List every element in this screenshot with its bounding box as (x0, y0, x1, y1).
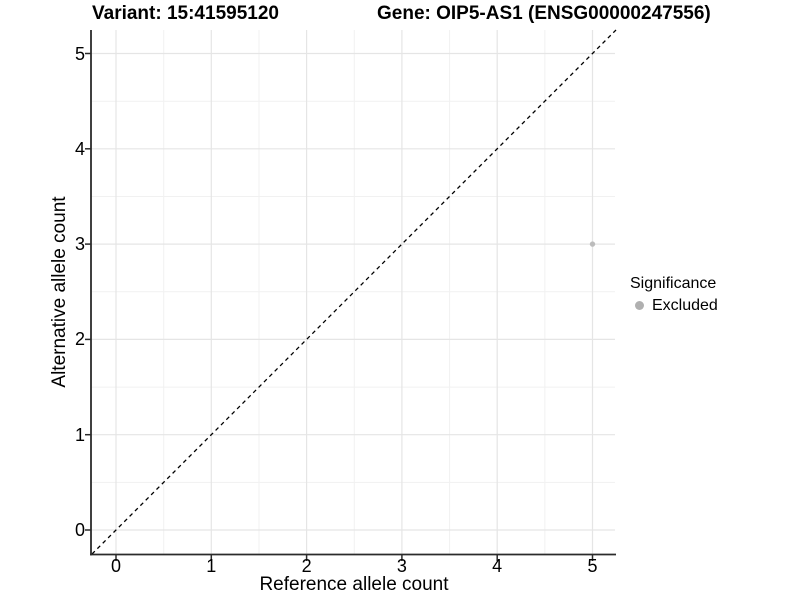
legend-item-label: Excluded (652, 297, 718, 314)
identity-line (91, 29, 617, 555)
legend: Significance Excluded (630, 274, 718, 315)
y-tick-label-2: 2 (74, 329, 85, 350)
data-point (589, 241, 596, 247)
x-tick-label-5: 5 (587, 556, 598, 576)
x-tick-label-0: 0 (110, 556, 122, 576)
y-tick-label-1: 1 (74, 424, 85, 445)
y-axis-title: Alternative allele count (49, 196, 70, 388)
x-tick-label-3: 3 (396, 556, 407, 576)
variant-title: Variant: 15:41595120 (92, 3, 279, 24)
y-tick-label-5: 5 (74, 43, 85, 64)
legend-title: Significance (630, 275, 717, 292)
grid-minor (91, 30, 615, 554)
x-tick-label-2: 2 (301, 556, 312, 576)
x-tick-marks (115, 555, 594, 561)
y-tick-label-3: 3 (74, 234, 85, 255)
legend-item-excluded: Excluded (630, 296, 718, 315)
y-tick-label-4: 4 (74, 138, 85, 159)
legend-key-dot-icon (635, 301, 644, 310)
y-tick-label-0: 0 (74, 520, 85, 540)
y-tick-marks (85, 52, 91, 531)
x-tick-label-1: 1 (206, 556, 217, 576)
grid-major (91, 30, 615, 554)
x-axis-title: Reference allele count (259, 574, 449, 595)
x-tick-label-4: 4 (492, 556, 503, 576)
gene-title: Gene: OIP5-AS1 (ENSG00000247556) (377, 3, 711, 24)
